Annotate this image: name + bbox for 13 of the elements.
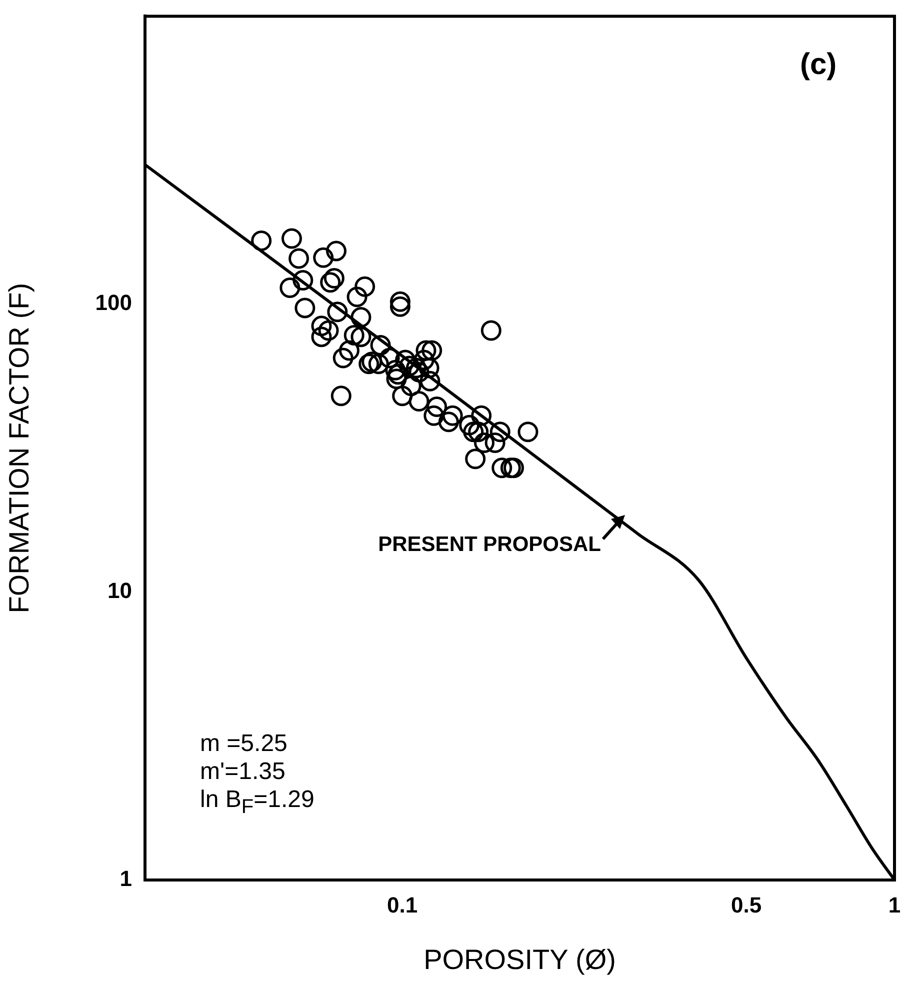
x-tick-label: 0.1 xyxy=(387,892,418,918)
x-tick-label: 1 xyxy=(888,892,901,918)
annotation: PRESENT PROPOSAL xyxy=(378,532,602,556)
annotation: m'=1.35 xyxy=(200,758,286,786)
x-axis-title: POROSITY (Ø) xyxy=(424,944,616,975)
annotation: m =5.25 xyxy=(200,730,288,758)
y-axis-title: FORMATION FACTOR (F) xyxy=(4,282,35,614)
annotation: (c) xyxy=(800,48,837,82)
y-tick-label: 1 xyxy=(120,866,132,892)
y-tick-label: 100 xyxy=(95,290,132,316)
x-tick-label: 0.5 xyxy=(731,892,762,918)
y-tick-label: 10 xyxy=(108,578,132,604)
annotation: ln B$_{F}$=1.29 xyxy=(200,786,314,820)
